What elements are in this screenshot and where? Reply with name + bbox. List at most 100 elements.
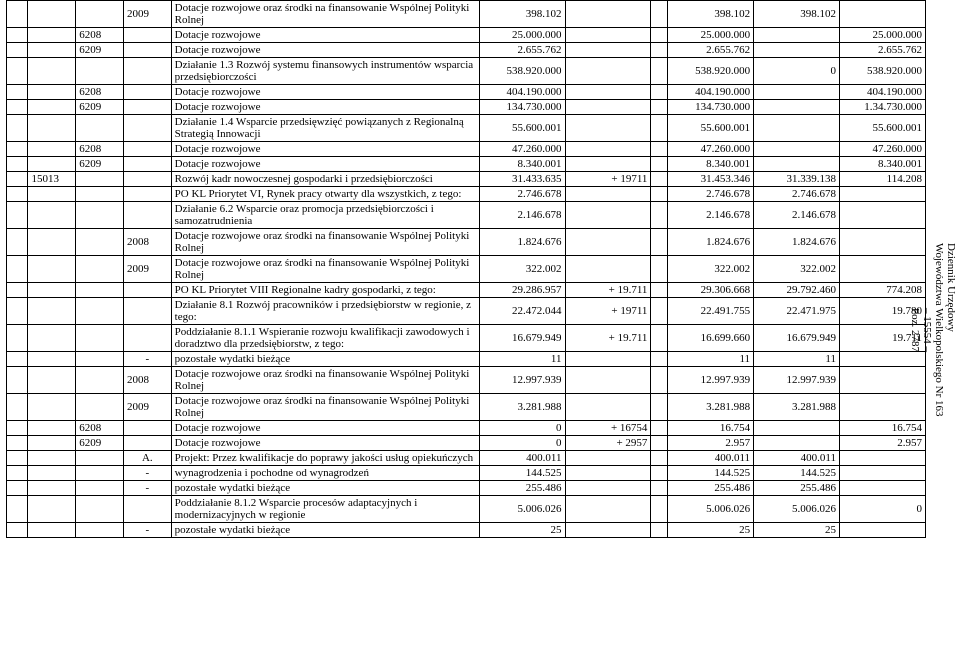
- table-cell: [7, 496, 28, 523]
- table-cell: [123, 421, 171, 436]
- table-cell: [651, 451, 668, 466]
- table-cell: [123, 28, 171, 43]
- table-cell: 2.655.762: [839, 43, 925, 58]
- table-cell: [7, 352, 28, 367]
- table-cell: [28, 1, 76, 28]
- table-cell: [76, 352, 124, 367]
- table-row: 6209Dotacje rozwojowe0+ 29572.9572.957: [7, 436, 926, 451]
- table-cell: [123, 157, 171, 172]
- table-cell: -: [123, 352, 171, 367]
- table-cell: [565, 58, 651, 85]
- table-row: -wynagrodzenia i pochodne od wynagrodzeń…: [7, 466, 926, 481]
- table-cell: + 19711: [565, 298, 651, 325]
- table-cell: [28, 466, 76, 481]
- table-cell: [565, 496, 651, 523]
- table-cell: [839, 466, 925, 481]
- table-cell: [839, 187, 925, 202]
- table-cell: [7, 256, 28, 283]
- table-cell: [28, 43, 76, 58]
- table-cell: [123, 283, 171, 298]
- table-cell: [7, 298, 28, 325]
- table-cell: 322.002: [754, 256, 840, 283]
- table-cell: [651, 298, 668, 325]
- table-cell: 1.824.676: [754, 229, 840, 256]
- table-cell: [76, 481, 124, 496]
- table-cell: 25.000.000: [479, 28, 565, 43]
- table-cell: [651, 142, 668, 157]
- table-cell: [651, 1, 668, 28]
- table-cell: [565, 157, 651, 172]
- table-cell: [28, 58, 76, 85]
- table-cell: [28, 451, 76, 466]
- table-cell: 6209: [76, 43, 124, 58]
- table-cell: Rozwój kadr nowoczesnej gospodarki i prz…: [171, 172, 479, 187]
- table-cell: 0: [479, 436, 565, 451]
- table-cell: 2009: [123, 1, 171, 28]
- table-cell: [651, 187, 668, 202]
- table-cell: [76, 367, 124, 394]
- table-row: Działanie 1.4 Wsparcie przedsięwzięć pow…: [7, 115, 926, 142]
- table-cell: [754, 157, 840, 172]
- table-cell: [28, 256, 76, 283]
- table-cell: 12.997.939: [668, 367, 754, 394]
- table-cell: [565, 43, 651, 58]
- table-cell: 0: [839, 496, 925, 523]
- table-cell: 12.997.939: [479, 367, 565, 394]
- table-cell: [839, 352, 925, 367]
- table-cell: [651, 352, 668, 367]
- table-cell: Działanie 8.1 Rozwój pracowników i przed…: [171, 298, 479, 325]
- table-cell: 29.306.668: [668, 283, 754, 298]
- table-cell: 3.281.988: [668, 394, 754, 421]
- journal-title: Dziennik Urzędowy Województwa Wielkopols…: [933, 243, 957, 417]
- table-cell: [839, 229, 925, 256]
- table-cell: 6209: [76, 157, 124, 172]
- table-cell: 2.146.678: [668, 202, 754, 229]
- table-cell: [565, 28, 651, 43]
- table-row: 2008Dotacje rozwojowe oraz środki na fin…: [7, 367, 926, 394]
- table-cell: pozostałe wydatki bieżące: [171, 523, 479, 538]
- table-cell: 2.746.678: [754, 187, 840, 202]
- table-cell: [839, 523, 925, 538]
- table-cell: [839, 202, 925, 229]
- table-cell: 255.486: [479, 481, 565, 496]
- table-cell: Dotacje rozwojowe: [171, 85, 479, 100]
- table-cell: [565, 100, 651, 115]
- table-row: 2009Dotacje rozwojowe oraz środki na fin…: [7, 1, 926, 28]
- table-cell: [839, 481, 925, 496]
- table-cell: [123, 298, 171, 325]
- table-cell: 0: [479, 421, 565, 436]
- table-cell: 322.002: [479, 256, 565, 283]
- table-cell: Dotacje rozwojowe: [171, 28, 479, 43]
- table-cell: 55.600.001: [839, 115, 925, 142]
- table-cell: [651, 28, 668, 43]
- table-cell: [565, 481, 651, 496]
- table-row: Poddziałanie 8.1.1 Wspieranie rozwoju kw…: [7, 325, 926, 352]
- table-cell: [76, 283, 124, 298]
- table-cell: [123, 202, 171, 229]
- table-cell: [754, 100, 840, 115]
- table-cell: [7, 466, 28, 481]
- table-cell: 25.000.000: [668, 28, 754, 43]
- table-cell: [7, 187, 28, 202]
- table-cell: 11: [479, 352, 565, 367]
- table-cell: [123, 43, 171, 58]
- table-cell: [565, 523, 651, 538]
- table-cell: [76, 187, 124, 202]
- table-cell: [123, 85, 171, 100]
- table-cell: Poddziałanie 8.1.1 Wspieranie rozwoju kw…: [171, 325, 479, 352]
- table-cell: + 16754: [565, 421, 651, 436]
- table-cell: 322.002: [668, 256, 754, 283]
- table-cell: [651, 229, 668, 256]
- table-cell: [123, 325, 171, 352]
- table-cell: Projekt: Przez kwalifikacje do poprawy j…: [171, 451, 479, 466]
- table-cell: Dotacje rozwojowe oraz środki na finanso…: [171, 256, 479, 283]
- table-cell: [28, 283, 76, 298]
- table-cell: [7, 1, 28, 28]
- table-cell: [839, 1, 925, 28]
- table-cell: 404.190.000: [839, 85, 925, 100]
- position-number: Poz. 2787: [909, 308, 921, 352]
- table-cell: Działanie 1.3 Rozwój systemu finansowych…: [171, 58, 479, 85]
- table-cell: wynagrodzenia i pochodne od wynagrodzeń: [171, 466, 479, 481]
- table-cell: pozostałe wydatki bieżące: [171, 352, 479, 367]
- table-cell: [651, 367, 668, 394]
